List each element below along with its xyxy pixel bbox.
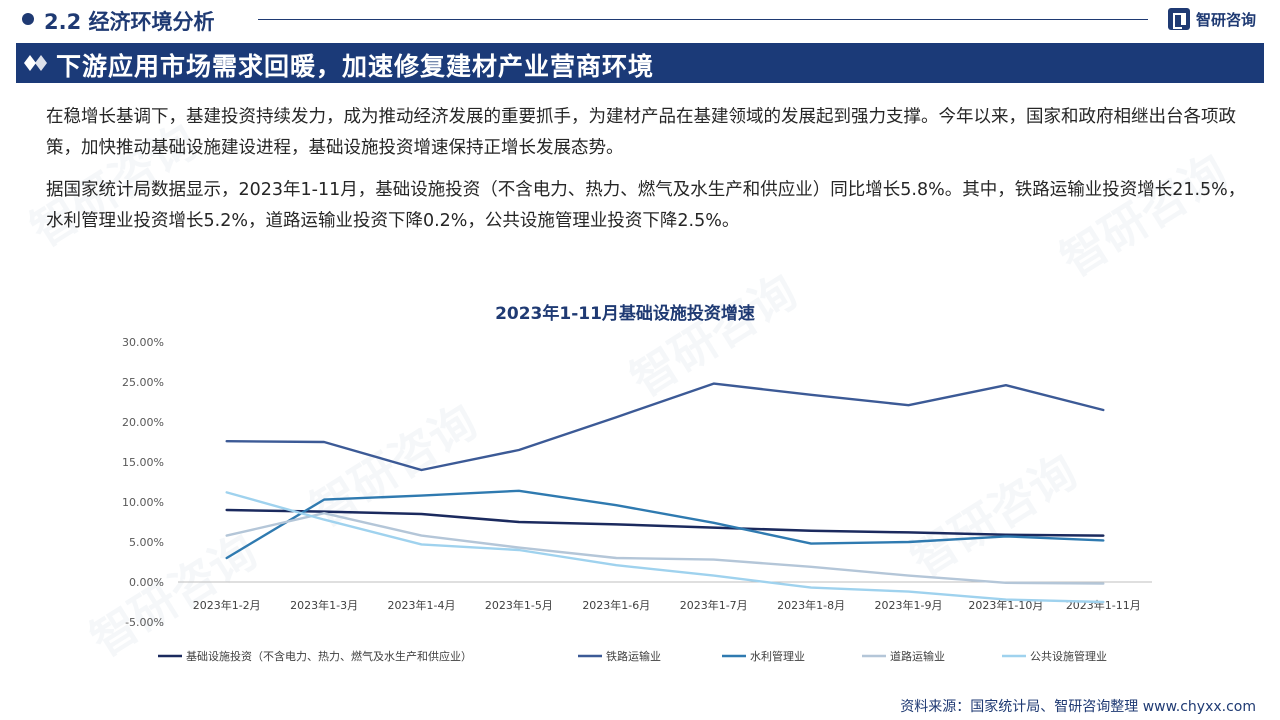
series-lines <box>225 382 1105 604</box>
top-bar: 2.2 经济环境分析 智研咨询 <box>0 0 1280 40</box>
body-paragraph-2: 据国家统计局数据显示，2023年1-11月，基础设施投资（不含电力、热力、燃气及… <box>46 180 1246 231</box>
body-paragraph-1: 在稳增长基调下，基建投资持续发力，成为推动经济发展的重要抓手，为建材产品在基建领… <box>46 107 1236 158</box>
brand-logo: 智研咨询 <box>1168 6 1256 32</box>
legend-label: 基础设施投资（不含电力、热力、燃气及水生产和供应业） <box>186 649 472 663</box>
legend-label: 公共设施管理业 <box>1030 649 1107 663</box>
legend-label: 道路运输业 <box>890 649 945 663</box>
line-chart: 30.00% 25.00% 20.00% 15.00% 10.00% 5.00% 0.00%… <box>122 336 1152 663</box>
x-tick-label: 2023年1-7月 <box>680 598 748 612</box>
logo-icon <box>1168 8 1190 30</box>
section-bullet-icon <box>22 13 34 25</box>
x-tick-label: 2023年1-6月 <box>582 598 650 612</box>
headline-title: 下游应用市场需求回暖，加速修复建材产业营商环境 <box>56 52 655 81</box>
y-tick-label: -5.00% <box>125 616 164 629</box>
y-tick-label: 10.00% <box>122 496 164 509</box>
y-tick-label: 15.00% <box>122 456 164 469</box>
section-title: 2.2 经济环境分析 <box>44 10 215 34</box>
header-divider <box>258 19 1148 20</box>
series-line-5 <box>225 491 1105 604</box>
chart-legend: 基础设施投资（不含电力、热力、燃气及水生产和供应业） 铁路运输业 水利管理业 道路运输… <box>158 649 1107 663</box>
chart-title: 2023年1-11月基础设施投资增速 <box>495 304 755 324</box>
x-tick-label: 2023年1-11月 <box>1066 598 1141 612</box>
y-tick-label: 30.00% <box>122 336 164 349</box>
x-tick-label: 2023年1-5月 <box>485 598 553 612</box>
logo-text: 智研咨询 <box>1196 10 1257 29</box>
x-tick-label: 2023年1-2月 <box>193 598 261 612</box>
x-tick-label: 2023年1-8月 <box>777 598 845 612</box>
x-tick-label: 2023年1-3月 <box>290 598 358 612</box>
y-axis: 30.00% 25.00% 20.00% 15.00% 10.00% 5.00% 0.00%… <box>122 336 164 629</box>
x-tick-label: 2023年1-9月 <box>875 598 943 612</box>
y-tick-label: 0.00% <box>129 576 164 589</box>
double-diamond-icon <box>24 55 47 71</box>
legend-label: 水利管理业 <box>750 649 805 663</box>
series-line-4 <box>225 512 1105 585</box>
y-tick-label: 20.00% <box>122 416 164 429</box>
series-line-3 <box>225 489 1105 560</box>
source-note: 资料来源：国家统计局、智研咨询整理 www.chyxx.com <box>900 699 1256 715</box>
x-tick-label: 2023年1-10月 <box>968 598 1043 612</box>
legend-label: 铁路运输业 <box>606 649 661 663</box>
headline-banner: 下游应用市场需求回暖，加速修复建材产业营商环境 <box>16 43 1264 83</box>
y-tick-label: 25.00% <box>122 376 164 389</box>
x-tick-label: 2023年1-4月 <box>388 598 456 612</box>
series-line-2 <box>225 382 1105 472</box>
series-line-1 <box>225 508 1105 537</box>
y-tick-label: 5.00% <box>129 536 164 549</box>
x-axis: 2023年1-2月 2023年1-3月 2023年1-4月 2023年1-5月 2023… <box>178 581 1152 612</box>
